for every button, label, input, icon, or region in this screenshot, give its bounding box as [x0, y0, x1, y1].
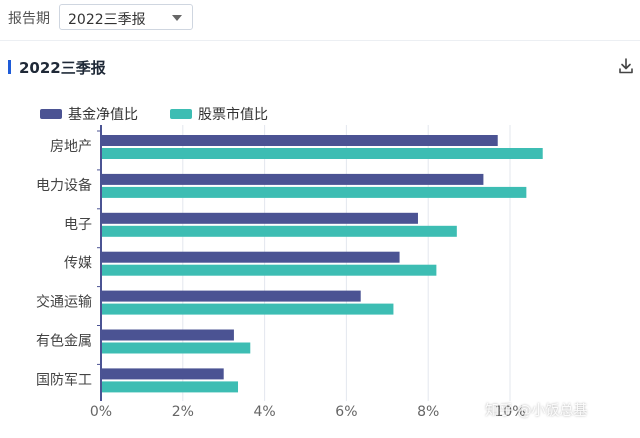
bar-2-3[interactable]	[101, 264, 437, 276]
legend-swatch-series-2	[170, 109, 192, 119]
bar-2-1[interactable]	[101, 186, 527, 198]
watermark: 知乎 @小饭总基	[485, 403, 588, 419]
legend-label-series-2: 股票市值比	[198, 107, 268, 123]
section-accent-bar	[8, 60, 11, 74]
bar-1-0[interactable]	[101, 135, 498, 146]
bar-2-2[interactable]	[101, 225, 457, 237]
bar-1-4[interactable]	[101, 290, 361, 302]
category-label-0: 房地产	[50, 139, 92, 155]
bar-2-0[interactable]	[101, 148, 543, 159]
bar-2-5[interactable]	[101, 342, 251, 354]
caret-down-icon	[172, 15, 182, 21]
divider	[0, 40, 640, 41]
x-tick-label-5: 10%	[494, 404, 525, 420]
section-title: 2022三季报	[19, 59, 106, 77]
bar-2-6[interactable]	[101, 381, 239, 393]
category-label-5: 有色金属	[36, 333, 92, 350]
report-period-label: 报告期	[8, 11, 50, 27]
x-tick-label-4: 8%	[417, 404, 439, 420]
category-label-3: 传媒	[64, 256, 92, 272]
x-tick-label-1: 2%	[172, 404, 194, 420]
bar-1-6[interactable]	[101, 368, 224, 380]
legend-swatch-series-1	[40, 109, 62, 119]
x-tick-label-0: 0%	[90, 404, 112, 420]
download-icon[interactable]	[617, 57, 635, 75]
category-label-4: 交通运输	[36, 294, 92, 311]
bar-1-1[interactable]	[101, 173, 484, 185]
report-period-value: 2022三季报	[68, 12, 146, 28]
category-label-2: 电子	[64, 217, 92, 233]
x-tick-label-2: 4%	[253, 404, 275, 420]
bar-1-5[interactable]	[101, 329, 234, 341]
category-label-6: 国防军工	[36, 372, 92, 388]
x-tick-label-3: 6%	[335, 404, 357, 420]
report-period-select[interactable]: 2022三季报	[59, 4, 193, 30]
bar-2-4[interactable]	[101, 303, 394, 315]
legend-label-series-1: 基金净值比	[68, 107, 138, 123]
filter-bar: 报告期 2022三季报	[0, 0, 640, 40]
category-label-1: 电力设备	[36, 177, 92, 194]
bar-1-2[interactable]	[101, 212, 418, 224]
bar-1-3[interactable]	[101, 251, 400, 263]
